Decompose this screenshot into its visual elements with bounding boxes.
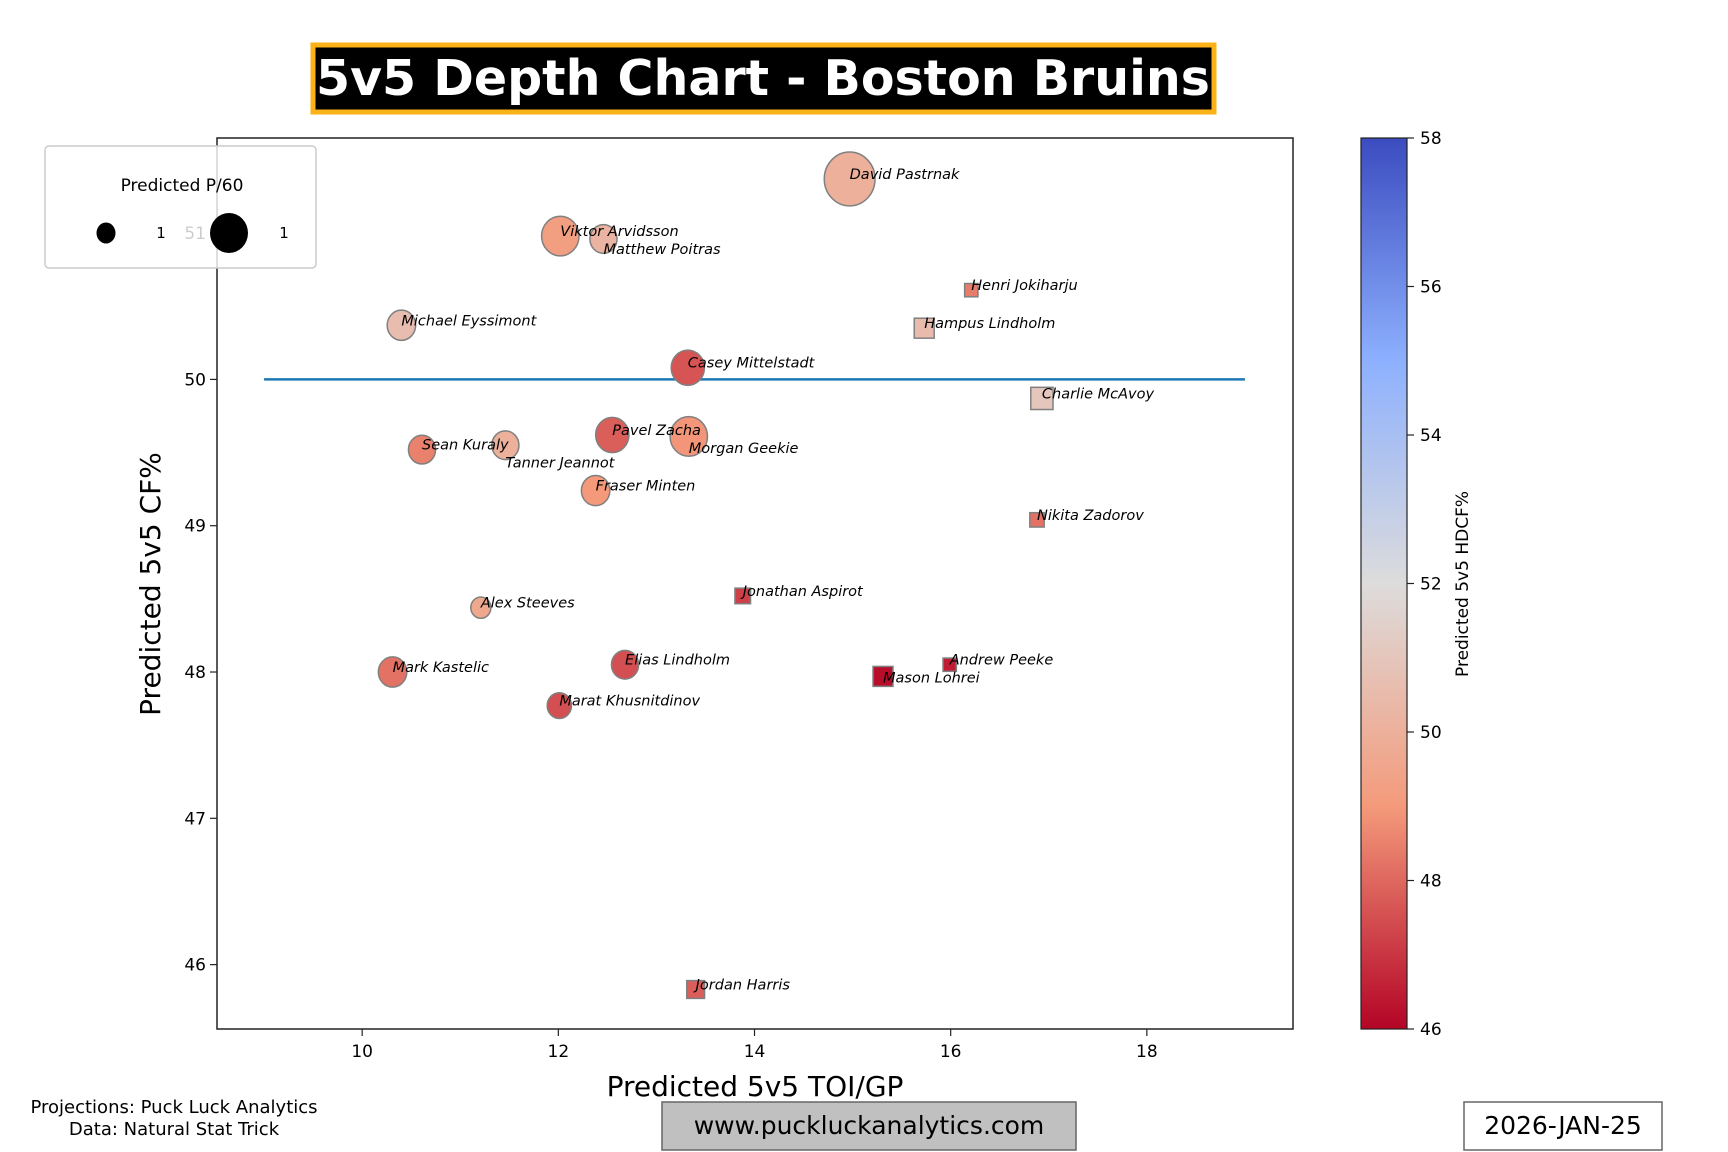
defense-marker bbox=[942, 657, 958, 673]
forward-marker bbox=[407, 434, 437, 465]
x-tick-label: 16 bbox=[940, 1042, 962, 1062]
colorbar-tick-label: 58 bbox=[1420, 129, 1442, 149]
defense-marker bbox=[872, 665, 894, 688]
player-label: Sean Kuraly bbox=[422, 438, 509, 454]
player-label: Jonathan Aspirot bbox=[740, 584, 864, 600]
title-box: 5v5 Depth Chart - Boston Bruins bbox=[310, 42, 1217, 115]
x-axis: 10 12 14 16 18 bbox=[351, 1029, 1158, 1062]
player-label: Casey Mittelstadt bbox=[688, 356, 816, 372]
colorbar-label: Predicted 5v5 HDCF% bbox=[1453, 491, 1473, 677]
forward-marker bbox=[546, 692, 573, 720]
x-tick-label: 12 bbox=[548, 1042, 570, 1062]
legend-title: Predicted P/60 bbox=[121, 176, 244, 196]
player-label: Viktor Arvidsson bbox=[560, 224, 678, 240]
player-label: Mason Lohrei bbox=[883, 671, 980, 687]
x-axis-label: Predicted 5v5 TOI/GP bbox=[607, 1070, 904, 1103]
player-label: Pavel Zacha bbox=[612, 423, 701, 439]
point-labels: David Pastrnak Viktor Arvidsson Matthew Po… bbox=[393, 167, 1155, 994]
forward-marker bbox=[594, 416, 630, 454]
player-label: Hampus Lindholm bbox=[924, 316, 1055, 332]
plot-area bbox=[216, 137, 1294, 1030]
forward-marker bbox=[491, 430, 520, 461]
forward-marker bbox=[386, 309, 417, 342]
player-label: Charlie McAvoy bbox=[1042, 386, 1155, 402]
legend-small-label: 1 bbox=[156, 224, 166, 242]
url-box[interactable]: www.puckluckanalytics.com bbox=[661, 1101, 1077, 1151]
player-label: Morgan Geekie bbox=[689, 441, 799, 457]
credits-data: Data: Natural Stat Trick bbox=[69, 1119, 280, 1140]
player-label: Fraser Minten bbox=[596, 479, 696, 495]
markers bbox=[377, 151, 1054, 1000]
player-label: Jordan Harris bbox=[693, 977, 791, 993]
y-axis: 464748495051 bbox=[184, 224, 217, 976]
colorbar-tick-label: 52 bbox=[1420, 575, 1442, 595]
website-url[interactable]: www.puckluckanalytics.com bbox=[694, 1111, 1045, 1140]
y-tick-label: 48 bbox=[184, 663, 206, 683]
forward-marker bbox=[669, 415, 709, 458]
y-tick-label: 50 bbox=[184, 370, 206, 390]
colorbar-tick-label: 56 bbox=[1420, 278, 1442, 298]
defense-marker bbox=[734, 587, 752, 605]
forward-marker bbox=[540, 215, 580, 257]
defense-marker bbox=[963, 282, 979, 298]
size-legend: Predicted P/60 1 1 bbox=[44, 145, 317, 269]
chart-title: 5v5 Depth Chart - Boston Bruins bbox=[316, 50, 1210, 107]
player-label: Nikita Zadorov bbox=[1037, 508, 1144, 524]
player-label: Elias Lindholm bbox=[625, 653, 730, 669]
player-label: Andrew Peeke bbox=[949, 653, 1054, 669]
legend-large-marker bbox=[210, 213, 248, 253]
colorbar-tick-label: 48 bbox=[1420, 872, 1442, 892]
credits-projections: Projections: Puck Luck Analytics bbox=[30, 1097, 317, 1118]
forward-marker bbox=[377, 656, 408, 688]
defense-marker bbox=[686, 979, 706, 1000]
y-tick-label: 47 bbox=[184, 809, 206, 829]
forward-marker bbox=[670, 349, 706, 387]
forward-marker bbox=[610, 649, 640, 680]
x-tick-label: 14 bbox=[744, 1042, 766, 1062]
forward-marker bbox=[580, 474, 611, 507]
date-box: 2026-JAN-25 bbox=[1463, 1101, 1663, 1151]
legend-large-label: 1 bbox=[279, 224, 289, 242]
y-tick-label: 46 bbox=[184, 956, 206, 976]
plot-frame bbox=[216, 137, 1294, 1030]
player-label: Michael Eyssimont bbox=[401, 313, 537, 329]
player-label: Marat Khusnitdinov bbox=[559, 694, 700, 710]
defense-marker bbox=[1029, 511, 1045, 528]
x-tick-label: 18 bbox=[1136, 1042, 1158, 1062]
date-stamp: 2026-JAN-25 bbox=[1484, 1111, 1642, 1140]
defense-marker bbox=[1030, 386, 1054, 411]
forward-marker bbox=[823, 151, 876, 207]
x-tick-label: 10 bbox=[351, 1042, 373, 1062]
forward-marker bbox=[470, 596, 492, 620]
player-label: Tanner Jeannot bbox=[505, 456, 615, 472]
forward-marker bbox=[589, 223, 618, 255]
player-label: Mark Kastelic bbox=[393, 660, 489, 676]
colorbar-tick-label: 54 bbox=[1420, 426, 1442, 446]
colorbar-tick-label: 50 bbox=[1420, 723, 1442, 743]
player-label: David Pastrnak bbox=[850, 167, 960, 183]
player-label: Alex Steeves bbox=[480, 596, 575, 612]
legend-small-marker bbox=[96, 222, 116, 244]
y-tick-label: 49 bbox=[184, 517, 206, 537]
defense-marker bbox=[913, 317, 935, 339]
y-axis-label: Predicted 5v5 CF% bbox=[134, 452, 167, 716]
player-label: Matthew Poitras bbox=[603, 242, 721, 258]
player-label: Henri Jokiharju bbox=[971, 278, 1077, 294]
colorbar: 46 48 50 52 54 56 58 Predicted 5v5 HDCF% bbox=[1360, 129, 1473, 1040]
colorbar-tick-label: 46 bbox=[1420, 1020, 1442, 1040]
